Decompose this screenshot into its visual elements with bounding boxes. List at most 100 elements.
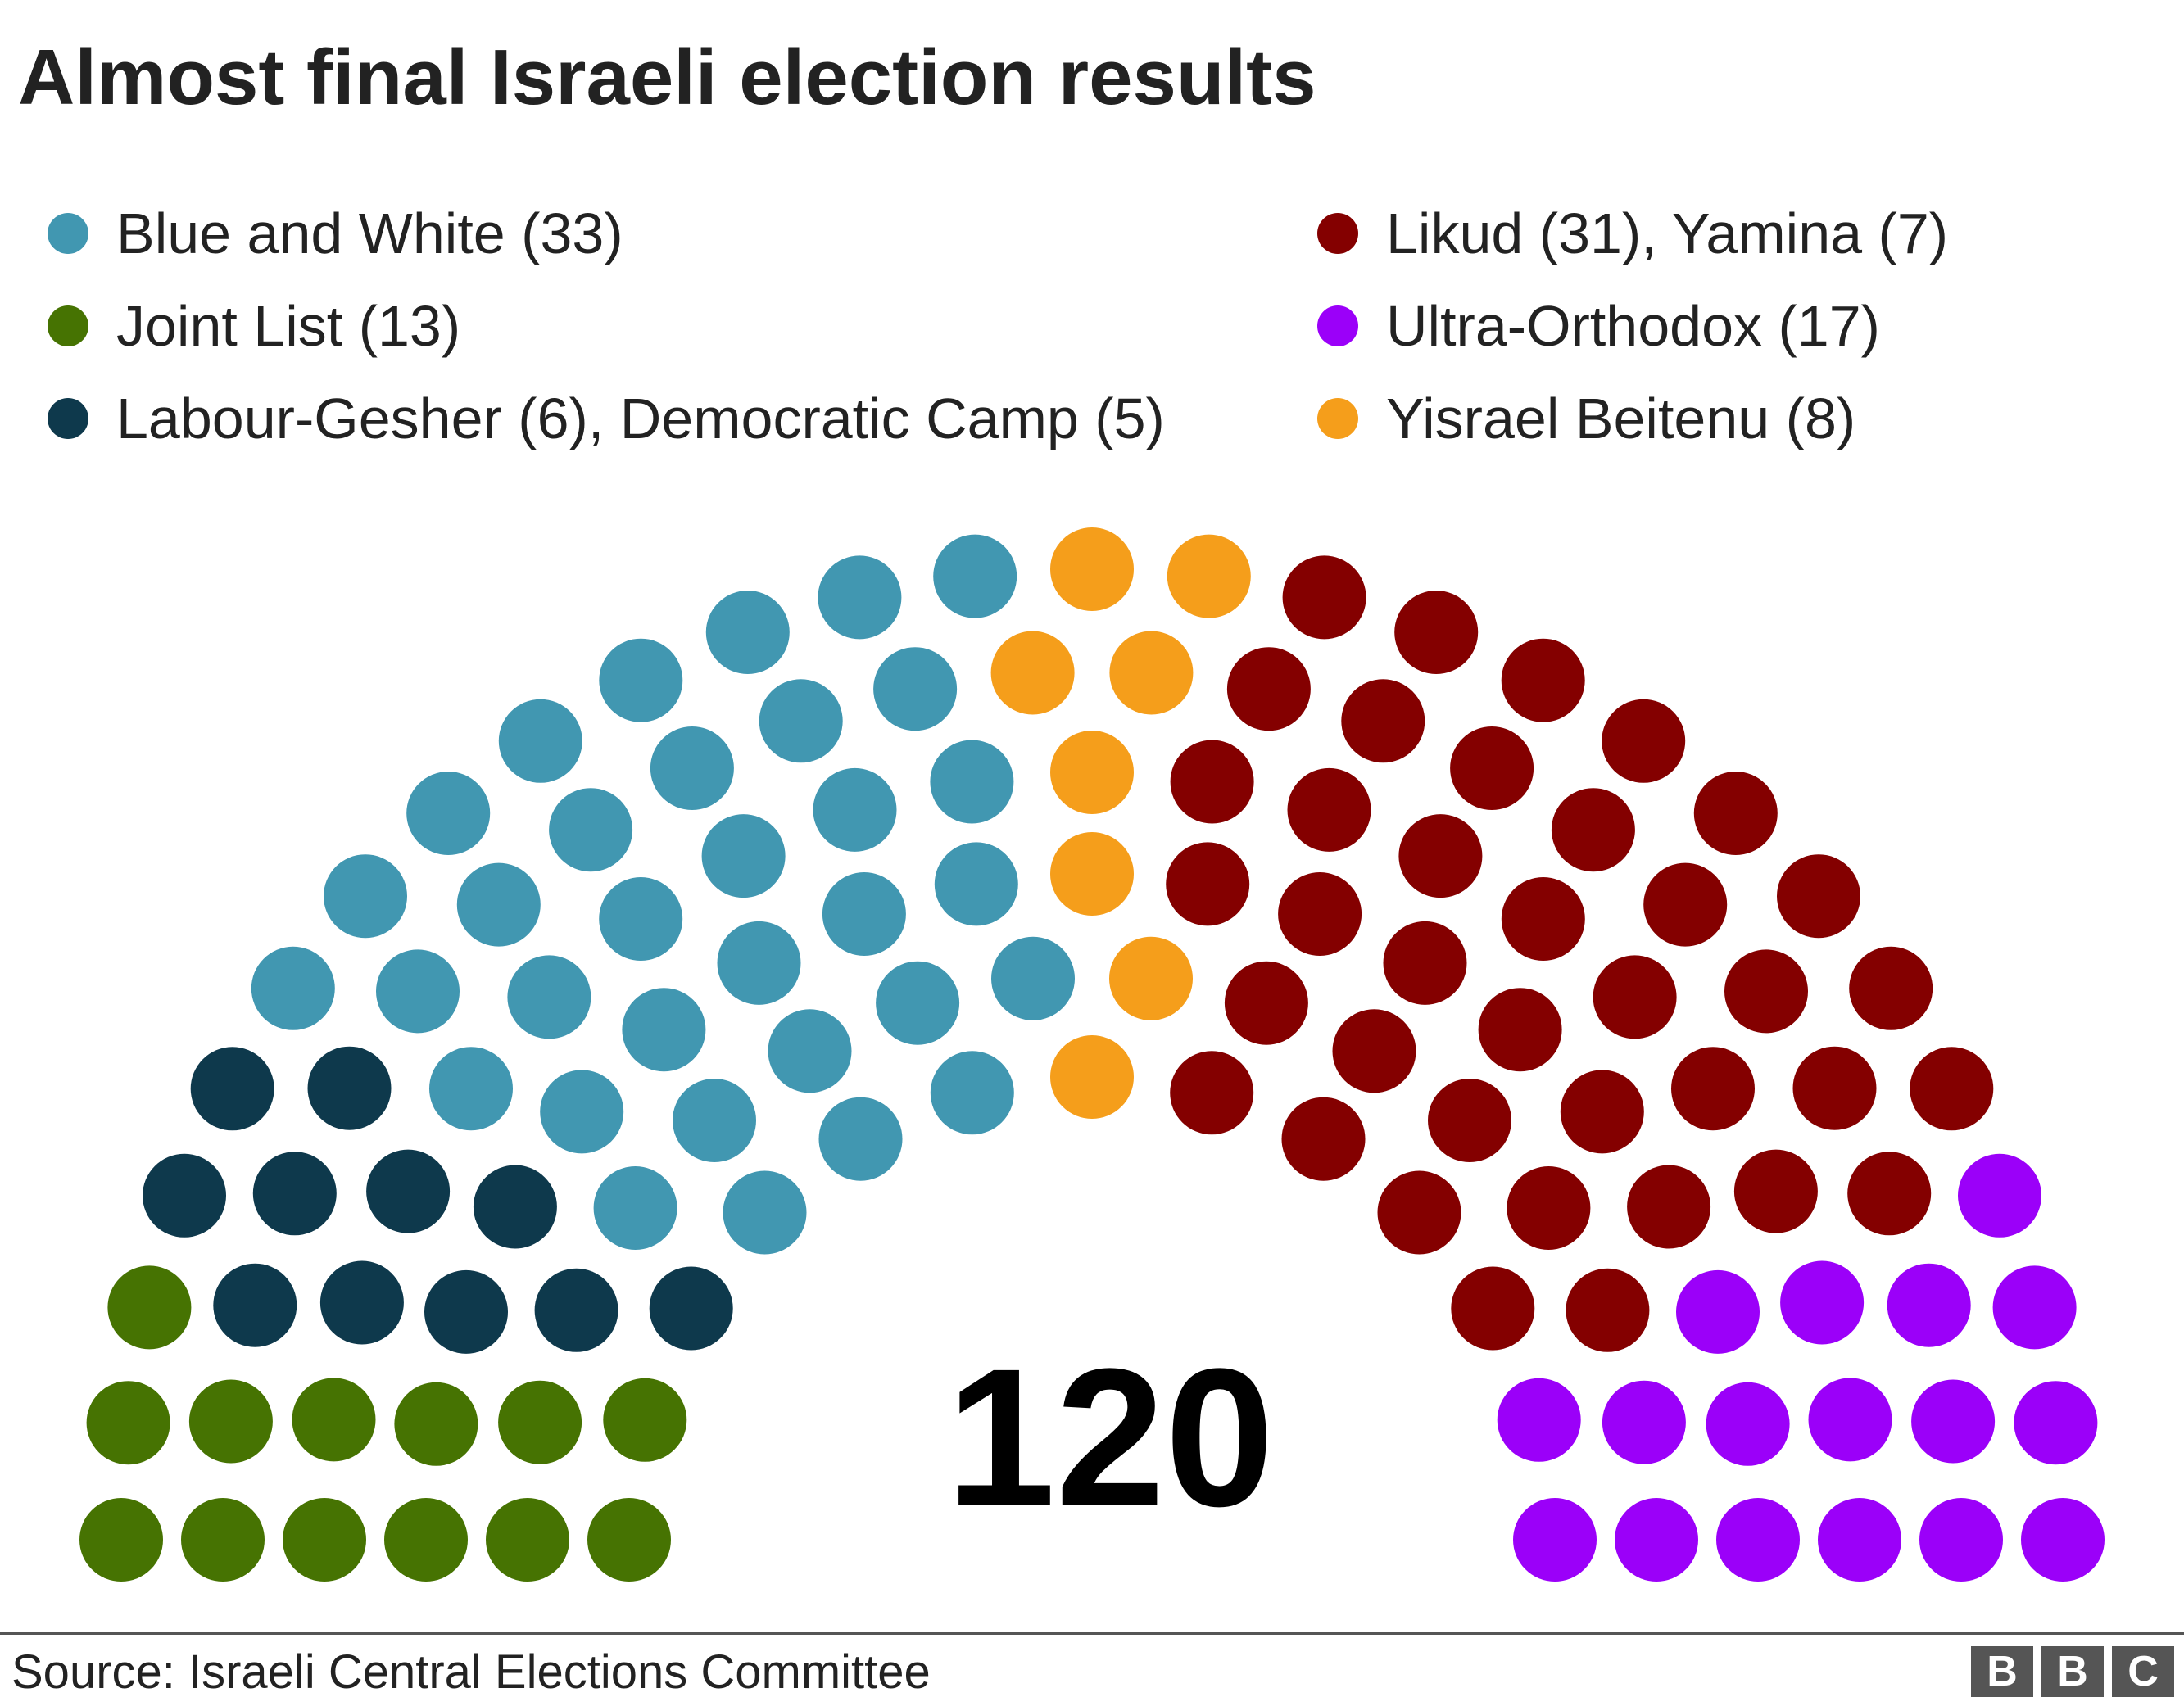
- seat-dot: [1716, 1498, 1800, 1582]
- seat-dot: [1398, 814, 1483, 898]
- seat-dot: [649, 1266, 733, 1351]
- seat-dot: [549, 788, 633, 872]
- seat-dot: [1050, 527, 1134, 611]
- seat-dot: [107, 1265, 192, 1350]
- seat-dot: [1808, 1378, 1892, 1462]
- legend-label: Blue and White (33): [116, 201, 623, 265]
- seat-dot: [376, 949, 460, 1034]
- bbc-logo-letter: B: [1971, 1646, 2033, 1697]
- seat-dot: [1643, 862, 1728, 947]
- seat-dot: [1501, 638, 1585, 722]
- seat-dot: [2014, 1381, 2098, 1465]
- seat-dot: [991, 936, 1075, 1020]
- legend-item-labour-gesher: Labour-Gesher (6), Democratic Camp (5): [48, 372, 1165, 464]
- seat-dot: [876, 961, 960, 1045]
- legend-label: Labour-Gesher (6), Democratic Camp (5): [116, 386, 1165, 450]
- seat-dot: [307, 1046, 392, 1130]
- seat-dot: [1671, 1047, 1755, 1131]
- seat-dot: [930, 1051, 1014, 1135]
- footer-divider: [0, 1632, 2184, 1635]
- seat-dot: [1602, 699, 1686, 783]
- seat-dot: [366, 1149, 451, 1233]
- seat-dot: [1919, 1498, 2003, 1582]
- legend-item-yisrael-beitenu: Yisrael Beitenu (8): [1317, 372, 1948, 464]
- seat-dot: [1226, 647, 1311, 731]
- seat-dot: [534, 1268, 618, 1352]
- seat-dot: [384, 1498, 468, 1582]
- seat-dot: [406, 772, 491, 855]
- seat-dot: [486, 1498, 569, 1582]
- seat-dot: [190, 1047, 274, 1131]
- seat-dot: [498, 699, 582, 783]
- seat-dot: [1602, 1380, 1686, 1464]
- legend-swatch: [48, 212, 88, 254]
- legend-swatch: [1317, 212, 1358, 254]
- seat-dot: [86, 1381, 170, 1465]
- seat-dot: [1170, 740, 1254, 824]
- seat-dot: [213, 1263, 297, 1347]
- seat-dot: [2021, 1498, 2105, 1582]
- legend-item-joint-list: Joint List (13): [48, 279, 1165, 372]
- seat-dot: [1627, 1165, 1711, 1249]
- seat-dot: [822, 872, 906, 956]
- seat-dot: [1676, 1269, 1760, 1354]
- seat-dot: [599, 877, 683, 961]
- seat-dot: [283, 1498, 366, 1582]
- seat-dot: [1050, 1035, 1134, 1119]
- seat-dot: [593, 1166, 677, 1250]
- seat-dot: [79, 1498, 163, 1582]
- legend-label: Ultra-Orthodox (17): [1386, 293, 1880, 358]
- seat-dot: [1777, 854, 1860, 939]
- seat-dot: [818, 1097, 903, 1181]
- legend-label: Joint List (13): [116, 293, 461, 358]
- seat-dot: [429, 1047, 513, 1131]
- seat-dot: [1377, 1170, 1461, 1255]
- seat-dot: [1706, 1382, 1790, 1466]
- seat-dot: [1566, 1268, 1650, 1352]
- seat-dot: [1282, 555, 1366, 640]
- seat-dot: [717, 921, 801, 1005]
- seat-dot: [394, 1382, 478, 1466]
- seat-dot: [1383, 921, 1467, 1005]
- seat-dot: [1170, 1051, 1254, 1135]
- legend-column-right: Likud (31), Yamina (7) Ultra-Orthodox (1…: [1317, 187, 1948, 464]
- seat-dot: [1615, 1498, 1698, 1582]
- seat-dot: [1281, 1097, 1366, 1181]
- seat-dot: [1428, 1079, 1511, 1162]
- seat-dot: [292, 1378, 376, 1462]
- seat-dot: [1507, 1166, 1591, 1250]
- legend-item-blue-and-white: Blue and White (33): [48, 187, 1165, 279]
- seat-dot: [587, 1498, 671, 1582]
- legend-label: Likud (31), Yamina (7): [1386, 201, 1949, 265]
- seat-dot: [1551, 788, 1635, 872]
- seat-dot: [1394, 591, 1479, 674]
- seat-dot: [1958, 1153, 2041, 1238]
- seat-dot: [498, 1380, 582, 1464]
- legend-label: Yisrael Beitenu (8): [1386, 386, 1856, 450]
- seat-dot: [813, 767, 897, 852]
- seat-dot: [324, 854, 407, 939]
- seat-dot: [1050, 832, 1134, 916]
- seat-dot: [473, 1165, 557, 1249]
- seat-dot: [1792, 1046, 1877, 1130]
- seat-dot: [1560, 1070, 1644, 1154]
- legend-item-ultra-orthodox: Ultra-Orthodox (17): [1317, 279, 1948, 372]
- seat-dot: [1050, 731, 1134, 814]
- seat-dot: [873, 647, 958, 731]
- seat-dot: [1224, 961, 1308, 1045]
- seat-dot: [768, 1009, 852, 1093]
- seat-dot: [930, 740, 1014, 824]
- seat-dot: [1911, 1379, 1996, 1464]
- seat-dot: [759, 679, 843, 763]
- seat-dot: [540, 1070, 624, 1154]
- seat-dot: [1478, 988, 1562, 1072]
- seat-dot: [1693, 772, 1778, 855]
- seat-dot: [319, 1260, 404, 1345]
- seat-dot: [1450, 726, 1534, 810]
- seat-dot: [424, 1269, 508, 1354]
- legend-swatch: [48, 305, 88, 346]
- seat-dot: [1167, 534, 1251, 618]
- seat-dot: [1849, 946, 1933, 1030]
- seat-dot: [251, 946, 335, 1030]
- chart-title: Almost final Israeli election results: [18, 34, 1316, 121]
